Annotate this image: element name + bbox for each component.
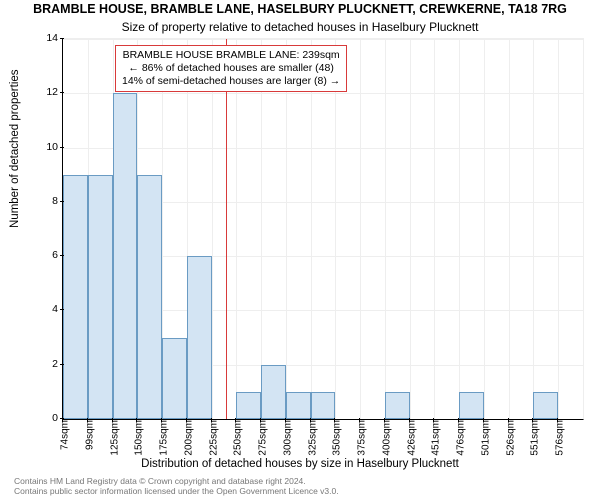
gridline-v: [484, 39, 485, 419]
x-tick-label: 576sqm: [555, 420, 566, 456]
chart-title-main: BRAMBLE HOUSE, BRAMBLE LANE, HASELBURY P…: [0, 2, 600, 16]
histogram-bar: [63, 175, 88, 419]
histogram-bar: [459, 392, 484, 419]
chart-container: BRAMBLE HOUSE, BRAMBLE LANE, HASELBURY P…: [0, 0, 600, 500]
reference-line: [226, 39, 227, 419]
gridline-v: [286, 39, 287, 419]
x-axis-label: Distribution of detached houses by size …: [0, 458, 600, 470]
gridline-v: [410, 39, 411, 419]
gridline-v: [558, 39, 559, 419]
y-tick-label: 0: [28, 412, 58, 424]
annotation-line-1: BRAMBLE HOUSE BRAMBLE LANE: 239sqm: [122, 49, 340, 62]
x-tick-label: 150sqm: [134, 420, 145, 456]
gridline-h: [63, 93, 583, 94]
y-tick-label: 8: [28, 195, 58, 207]
x-tick-label: 526sqm: [505, 420, 516, 456]
x-tick-label: 250sqm: [233, 420, 244, 456]
histogram-bar: [385, 392, 410, 419]
histogram-bar: [533, 392, 558, 419]
gridline-v: [212, 39, 213, 419]
gridline-h: [63, 148, 583, 149]
gridline-v: [509, 39, 510, 419]
gridline-v: [335, 39, 336, 419]
gridline-v: [261, 39, 262, 419]
annotation-line-2: ← 86% of detached houses are smaller (48…: [122, 62, 340, 75]
gridline-v: [459, 39, 460, 419]
histogram-bar: [113, 93, 138, 419]
y-tick-label: 2: [28, 358, 58, 370]
gridline-v: [311, 39, 312, 419]
x-tick-label: 451sqm: [431, 420, 442, 456]
y-tick-label: 6: [28, 249, 58, 261]
gridline-v: [360, 39, 361, 419]
gridline-h: [63, 39, 583, 40]
y-axis-label: Number of detached properties: [9, 69, 21, 228]
histogram-bar: [187, 256, 212, 419]
x-tick-label: 300sqm: [282, 420, 293, 456]
histogram-bar: [311, 392, 336, 419]
annotation-line-3: 14% of semi-detached houses are larger (…: [122, 75, 340, 88]
histogram-bar: [286, 392, 311, 419]
x-tick-label: 350sqm: [332, 420, 343, 456]
x-tick-label: 375sqm: [357, 420, 368, 456]
gridline-v: [434, 39, 435, 419]
x-tick-label: 125sqm: [109, 420, 120, 456]
histogram-bar: [137, 175, 162, 419]
x-tick-label: 400sqm: [381, 420, 392, 456]
x-tick-label: 551sqm: [530, 420, 541, 456]
x-tick-label: 175sqm: [159, 420, 170, 456]
footer-line-2: Contains public sector information licen…: [14, 487, 339, 497]
histogram-bar: [162, 338, 187, 419]
x-tick-label: 426sqm: [406, 420, 417, 456]
x-tick-label: 99sqm: [84, 420, 95, 450]
gridline-v: [385, 39, 386, 419]
marker-annotation: BRAMBLE HOUSE BRAMBLE LANE: 239sqm ← 86%…: [115, 45, 347, 92]
chart-title-sub: Size of property relative to detached ho…: [0, 20, 600, 34]
x-tick-label: 225sqm: [208, 420, 219, 456]
histogram-bar: [236, 392, 261, 419]
x-tick-label: 275sqm: [258, 420, 269, 456]
x-tick-label: 200sqm: [183, 420, 194, 456]
x-tick-label: 74sqm: [60, 420, 71, 450]
x-tick-label: 476sqm: [456, 420, 467, 456]
histogram-bar: [88, 175, 113, 419]
y-tick-label: 10: [28, 141, 58, 153]
footer-attribution: Contains HM Land Registry data © Crown c…: [14, 477, 339, 497]
x-tick-label: 325sqm: [307, 420, 318, 456]
histogram-bar: [261, 365, 286, 419]
gridline-v: [533, 39, 534, 419]
plot-area: BRAMBLE HOUSE BRAMBLE LANE: 239sqm ← 86%…: [62, 38, 584, 420]
y-tick-label: 4: [28, 303, 58, 315]
x-tick-label: 501sqm: [480, 420, 491, 456]
y-tick-label: 12: [28, 86, 58, 98]
gridline-v: [236, 39, 237, 419]
y-tick-label: 14: [28, 32, 58, 44]
